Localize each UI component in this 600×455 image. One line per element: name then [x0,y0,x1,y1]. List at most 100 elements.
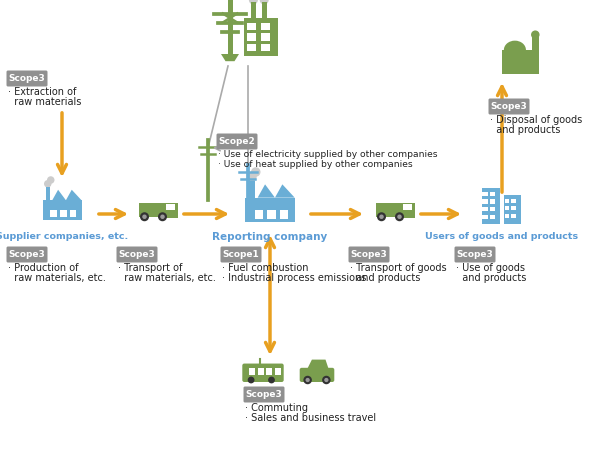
Circle shape [160,214,165,219]
Bar [255,210,263,218]
FancyBboxPatch shape [455,247,496,263]
Bar [402,202,415,217]
FancyBboxPatch shape [221,247,262,263]
Circle shape [140,212,149,221]
Text: and products: and products [490,125,560,135]
Bar [250,368,256,375]
Circle shape [142,214,147,219]
Text: · Use of electricity supplied by other companies: · Use of electricity supplied by other c… [218,150,437,159]
Circle shape [268,377,275,384]
Text: · Extraction of: · Extraction of [8,87,76,97]
Circle shape [249,0,258,5]
Bar [260,33,269,40]
Circle shape [304,376,312,384]
Bar [504,195,521,224]
FancyBboxPatch shape [300,368,334,382]
Bar [275,368,281,375]
Bar [511,214,515,218]
Bar [502,50,538,74]
Text: · Disposal of goods: · Disposal of goods [490,115,582,125]
Bar [247,22,256,30]
Circle shape [247,172,257,182]
Bar [70,210,76,217]
Text: Scope3: Scope3 [119,250,155,259]
Text: Scope3: Scope3 [491,102,527,111]
Bar [482,215,488,219]
Bar [482,199,488,203]
Bar [258,368,264,375]
Circle shape [248,377,254,384]
Circle shape [322,376,331,384]
Text: raw materials: raw materials [8,97,82,107]
Bar [43,200,82,220]
Circle shape [47,176,55,184]
Text: · Sales and business travel: · Sales and business travel [245,413,376,423]
Text: Scope3: Scope3 [245,390,283,399]
Text: Scope3: Scope3 [350,250,388,259]
FancyBboxPatch shape [217,133,257,150]
Bar [482,188,500,224]
Bar [139,203,165,217]
Text: raw materials, etc.: raw materials, etc. [8,273,106,283]
Text: · Commuting: · Commuting [245,403,308,413]
Circle shape [260,0,269,5]
Bar [505,214,509,218]
Bar [490,207,495,211]
Text: Scope1: Scope1 [223,250,259,259]
Text: Scope3: Scope3 [8,74,46,83]
Bar [505,206,509,210]
Bar [280,210,288,218]
Text: Scope2: Scope2 [218,137,256,146]
FancyBboxPatch shape [116,247,157,263]
Circle shape [158,212,167,221]
Circle shape [397,214,402,219]
FancyBboxPatch shape [7,71,47,86]
Bar [511,198,515,203]
Circle shape [44,180,52,187]
Bar [46,187,50,200]
Bar [60,210,67,217]
Bar [266,368,272,375]
Polygon shape [307,359,329,370]
Polygon shape [221,54,239,61]
Text: Reporting company: Reporting company [212,232,328,242]
Text: · Use of heat supplied by other companies: · Use of heat supplied by other companie… [218,160,413,169]
FancyBboxPatch shape [244,386,284,403]
FancyBboxPatch shape [349,247,389,263]
Bar [251,2,256,18]
Text: · Industrial process emissions: · Industrial process emissions [222,273,367,283]
Bar [376,203,402,217]
Bar [166,204,175,210]
Bar [247,33,256,40]
Bar [490,215,495,219]
Bar [245,197,295,222]
Text: raw materials, etc.: raw materials, etc. [118,273,216,283]
Bar [511,206,515,210]
FancyBboxPatch shape [242,364,284,382]
Bar [403,204,412,210]
Text: and products: and products [350,273,421,283]
Circle shape [377,212,386,221]
Bar [244,18,278,56]
Text: · Transport of: · Transport of [118,263,182,273]
Bar [260,22,269,30]
Polygon shape [43,190,82,200]
Circle shape [305,378,310,382]
Bar [262,2,267,18]
Bar [165,202,178,217]
Text: and products: and products [456,273,526,283]
Bar [247,44,256,51]
Text: · Use of goods: · Use of goods [456,263,525,273]
Text: · Production of: · Production of [8,263,79,273]
Polygon shape [245,184,295,197]
Text: · Fuel combustion: · Fuel combustion [222,263,308,273]
Bar [260,44,269,51]
Bar [490,199,495,203]
Text: Supplier companies, etc.: Supplier companies, etc. [0,232,128,241]
FancyBboxPatch shape [488,98,530,115]
Circle shape [251,167,260,177]
Circle shape [379,214,384,219]
Bar [482,192,488,196]
Text: Scope3: Scope3 [457,250,493,259]
Bar [490,192,495,196]
